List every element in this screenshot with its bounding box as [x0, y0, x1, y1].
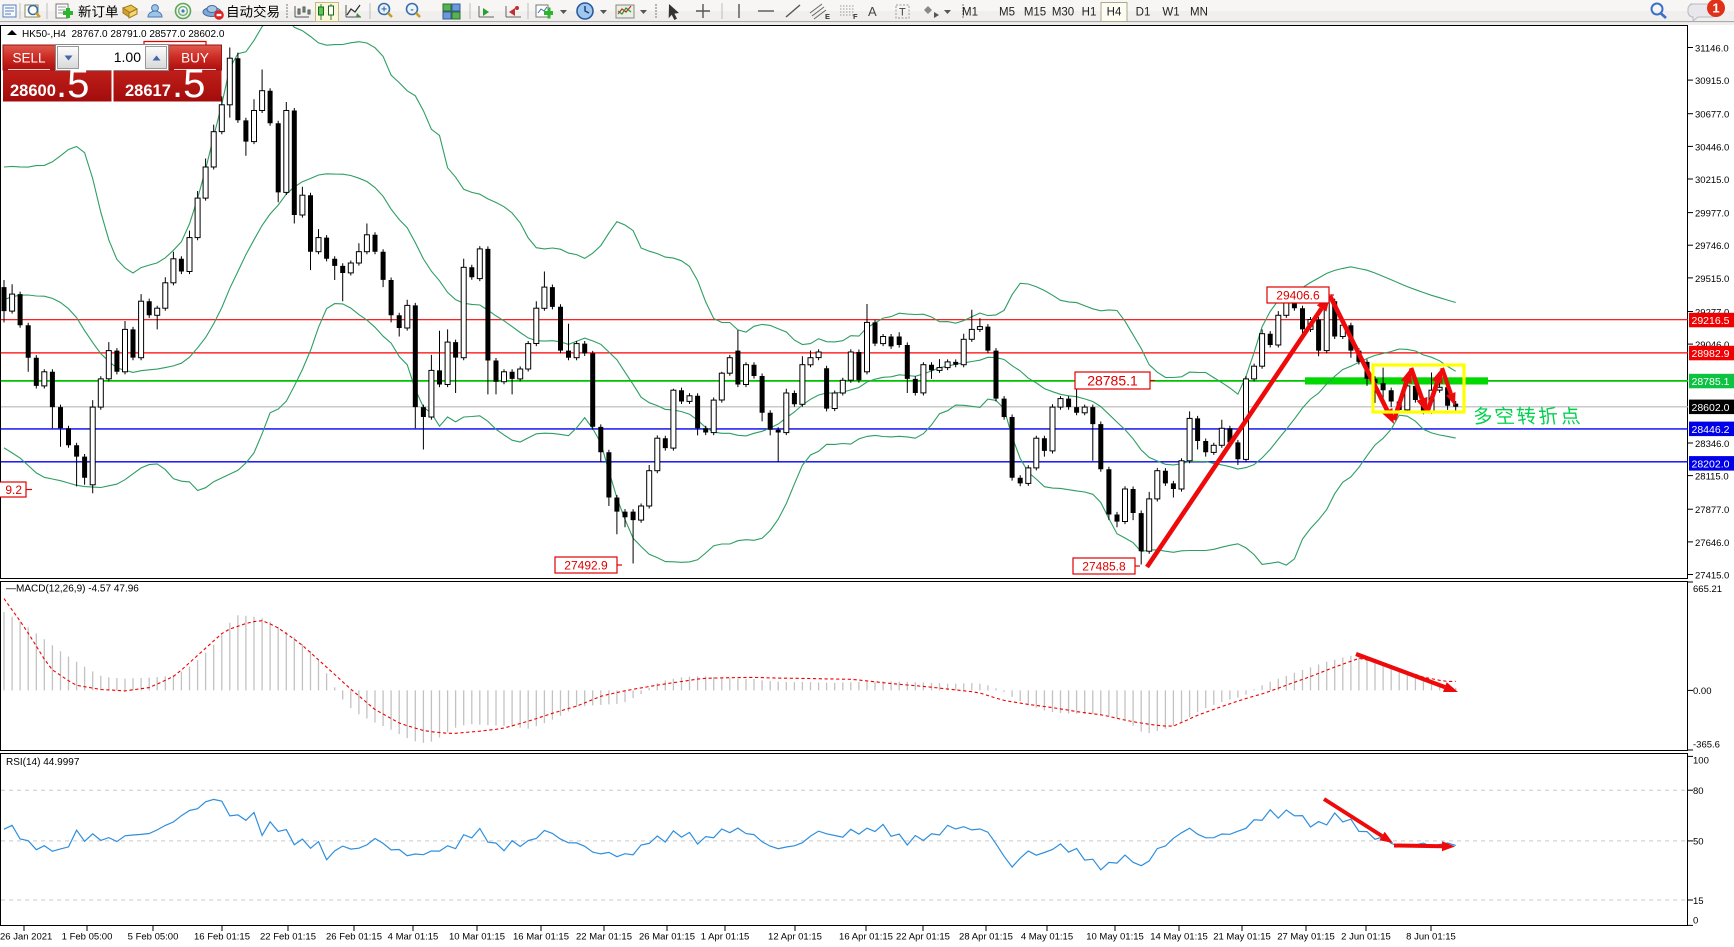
svg-text:665.21: 665.21: [1693, 584, 1722, 595]
svg-text:28785.1: 28785.1: [1692, 376, 1730, 388]
svg-text:M30: M30: [1052, 7, 1074, 19]
svg-text:28 Apr 01:15: 28 Apr 01:15: [959, 932, 1013, 943]
svg-text:-365.6: -365.6: [1693, 739, 1720, 750]
svg-text:E: E: [825, 12, 830, 21]
svg-text:14 May 01:15: 14 May 01:15: [1150, 932, 1208, 943]
svg-text:4 Mar 01:15: 4 Mar 01:15: [388, 932, 439, 943]
svg-text:80: 80: [1693, 786, 1704, 797]
svg-text:28446.2: 28446.2: [1692, 424, 1730, 436]
svg-text:22 Feb 01:15: 22 Feb 01:15: [260, 932, 316, 943]
svg-text:27485.8: 27485.8: [1082, 559, 1126, 573]
svg-text:30446.0: 30446.0: [1695, 142, 1729, 153]
svg-text:1 Feb 05:00: 1 Feb 05:00: [62, 932, 113, 943]
svg-text:9.2: 9.2: [5, 483, 22, 497]
svg-text:0: 0: [1693, 915, 1698, 926]
svg-text:16 Mar 01:15: 16 Mar 01:15: [513, 932, 569, 943]
svg-text:SELL: SELL: [12, 51, 46, 66]
svg-text:28602.0: 28602.0: [1692, 402, 1730, 414]
svg-text:29977.0: 29977.0: [1695, 209, 1729, 220]
svg-text:28346.0: 28346.0: [1695, 439, 1729, 450]
svg-text:D1: D1: [1136, 7, 1151, 19]
svg-text:27877.0: 27877.0: [1695, 505, 1729, 516]
svg-text:2 Jun 01:15: 2 Jun 01:15: [1341, 932, 1391, 943]
svg-text:16 Apr 01:15: 16 Apr 01:15: [839, 932, 893, 943]
svg-text:28115.0: 28115.0: [1695, 472, 1729, 483]
svg-text:H4: H4: [1107, 7, 1122, 19]
svg-text:-: -: [410, 5, 413, 16]
svg-text:BUY: BUY: [181, 51, 209, 66]
svg-text:21 May 01:15: 21 May 01:15: [1213, 932, 1271, 943]
svg-text:30215.0: 30215.0: [1695, 175, 1729, 186]
svg-text:1 Apr 01:15: 1 Apr 01:15: [701, 932, 750, 943]
svg-text:28600: 28600: [10, 82, 56, 100]
svg-text:27646.0: 27646.0: [1695, 538, 1729, 549]
svg-text:+: +: [381, 5, 387, 16]
svg-text:50: 50: [1693, 837, 1704, 848]
svg-text:MN: MN: [1190, 7, 1208, 19]
svg-text:T: T: [899, 7, 906, 19]
svg-text:29216.5: 29216.5: [1692, 315, 1730, 327]
svg-text:M15: M15: [1024, 7, 1046, 19]
svg-text:26 Jan 2021: 26 Jan 2021: [0, 932, 52, 943]
svg-text:26 Feb 01:15: 26 Feb 01:15: [326, 932, 382, 943]
svg-text:12 Apr 01:15: 12 Apr 01:15: [768, 932, 822, 943]
svg-text:30677.0: 30677.0: [1695, 110, 1729, 121]
svg-text:31146.0: 31146.0: [1695, 44, 1729, 55]
svg-text:29746.0: 29746.0: [1695, 241, 1729, 252]
svg-text:27492.9: 27492.9: [564, 558, 608, 572]
svg-text:1: 1: [1712, 0, 1719, 15]
svg-text:15: 15: [1693, 896, 1704, 907]
svg-text:.5: .5: [56, 62, 89, 106]
svg-text:HK50-,H4 28767.0 28791.0 2857: HK50-,H4 28767.0 28791.0 28577.0 28602.0: [22, 29, 225, 40]
svg-text:28982.9: 28982.9: [1692, 348, 1730, 360]
svg-text:H1: H1: [1082, 7, 1097, 19]
svg-text:27 May 01:15: 27 May 01:15: [1277, 932, 1335, 943]
svg-text:30915.0: 30915.0: [1695, 76, 1729, 87]
svg-text:27415.0: 27415.0: [1695, 571, 1729, 582]
svg-text:10 Mar 01:15: 10 Mar 01:15: [449, 932, 505, 943]
svg-text:W1: W1: [1162, 7, 1179, 19]
svg-text:5 Feb 05:00: 5 Feb 05:00: [128, 932, 179, 943]
svg-text:A: A: [868, 4, 877, 19]
svg-text:26 Mar 01:15: 26 Mar 01:15: [639, 932, 695, 943]
svg-text:28617: 28617: [125, 82, 171, 100]
svg-text:29046.0: 29046.0: [1695, 340, 1729, 351]
svg-text:29515.0: 29515.0: [1695, 274, 1729, 285]
svg-text:0.00: 0.00: [1693, 686, 1712, 697]
svg-text:RSI(14) 44.9997: RSI(14) 44.9997: [6, 757, 80, 768]
svg-text:M5: M5: [999, 7, 1015, 19]
svg-text:28202.0: 28202.0: [1692, 459, 1730, 471]
svg-text:28785.1: 28785.1: [1087, 373, 1138, 389]
svg-text:10 May 01:15: 10 May 01:15: [1086, 932, 1144, 943]
svg-text:16 Feb 01:15: 16 Feb 01:15: [194, 932, 250, 943]
svg-text:F: F: [853, 12, 858, 21]
svg-text:29406.6: 29406.6: [1276, 288, 1320, 302]
svg-text:22 Apr 01:15: 22 Apr 01:15: [896, 932, 950, 943]
svg-text:—MACD(12,26,9) -4.57 47.96: —MACD(12,26,9) -4.57 47.96: [6, 584, 139, 595]
svg-text:1.00: 1.00: [114, 49, 141, 65]
svg-text:.5: .5: [172, 62, 205, 106]
svg-text:100: 100: [1693, 755, 1709, 766]
svg-text:M1: M1: [962, 7, 978, 19]
svg-text:4 May 01:15: 4 May 01:15: [1021, 932, 1073, 943]
svg-text:8 Jun 01:15: 8 Jun 01:15: [1406, 932, 1456, 943]
svg-text:22 Mar 01:15: 22 Mar 01:15: [576, 932, 632, 943]
